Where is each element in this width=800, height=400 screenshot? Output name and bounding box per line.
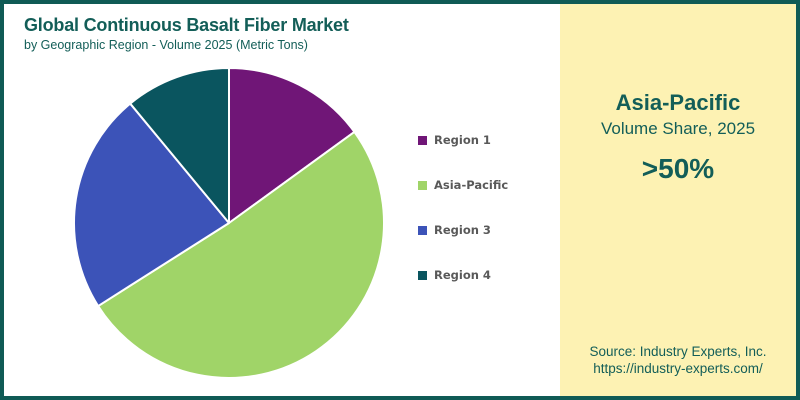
legend-label-region-3: Region 3 [434, 223, 491, 237]
legend-label-region-4: Region 4 [434, 268, 491, 282]
legend-marker-asia-pacific [418, 180, 427, 190]
highlight-region: Asia-Pacific [615, 90, 741, 115]
legend-item-region-3: Region 3 [418, 223, 508, 237]
pie-slice-region-4 [129, 67, 230, 224]
highlight-headline: Asia-Pacific Volume Share, 2025 >50% [560, 4, 796, 185]
pie-chart-container [69, 63, 389, 383]
highlight-value: >50% [641, 153, 715, 184]
source-text: Source: Industry Experts, Inc. [589, 344, 767, 360]
legend-label-region-1: Region 1 [434, 133, 491, 147]
chart-header: Global Continuous Basalt Fiber Market by… [24, 14, 349, 52]
legend-marker-region-4 [418, 270, 427, 280]
source-url-link[interactable]: https://industry-experts.com/ [593, 361, 763, 377]
source-block: Source: Industry Experts, Inc. https://i… [560, 344, 796, 378]
legend-marker-region-1 [418, 135, 427, 145]
highlight-panel: Asia-Pacific Volume Share, 2025 >50% Sou… [560, 4, 796, 396]
legend-label-asia-pacific: Asia-Pacific [434, 178, 509, 192]
chart-subtitle: by Geographic Region - Volume 2025 (Metr… [24, 37, 308, 52]
highlight-caption: Volume Share, 2025 [600, 119, 756, 138]
legend: Region 1 Asia-Pacific Region 3 Region 4 [418, 133, 508, 282]
legend-item-region-4: Region 4 [418, 268, 508, 282]
pie-slice-region-3 [73, 102, 230, 308]
legend-item-region-1: Region 1 [418, 133, 508, 147]
pie-slice-region-1 [228, 67, 356, 224]
pie-slice-asia-pacific [97, 130, 385, 379]
chart-title: Global Continuous Basalt Fiber Market [24, 15, 349, 35]
pie-chart [73, 67, 385, 379]
legend-marker-region-3 [418, 225, 427, 235]
legend-item-asia-pacific: Asia-Pacific [418, 178, 508, 192]
